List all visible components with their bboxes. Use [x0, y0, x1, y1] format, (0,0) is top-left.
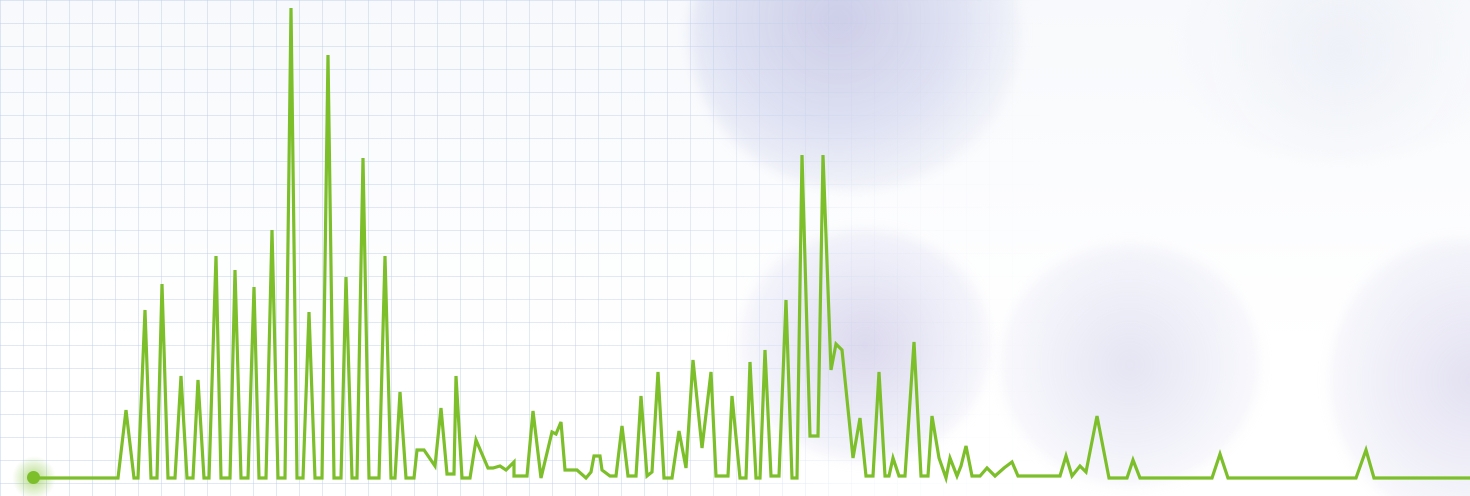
start-point: [27, 471, 40, 484]
waveform-line: [34, 7, 1470, 485]
background-blur-shape: [1000, 245, 1260, 485]
